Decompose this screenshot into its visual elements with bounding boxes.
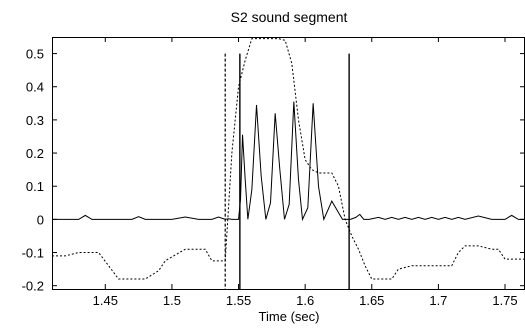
x-tick-label: 1.65 <box>359 293 384 308</box>
y-tick-label: 0.2 <box>26 146 44 161</box>
y-tick-label: -0.1 <box>22 246 44 261</box>
x-tick-label: 1.7 <box>429 293 447 308</box>
series-line-signal <box>52 101 525 222</box>
series-line-envelope <box>52 38 525 280</box>
y-tick-label: -0.2 <box>22 279 44 294</box>
x-tick-label: 1.5 <box>163 293 181 308</box>
y-tick-label: 0.3 <box>26 113 44 128</box>
y-tick-label: 0.1 <box>26 179 44 194</box>
x-tick-label: 1.55 <box>226 293 251 308</box>
x-tick-label: 1.6 <box>296 293 314 308</box>
series-group <box>52 38 525 280</box>
plot-frame <box>52 37 525 290</box>
x-tick-label: 1.75 <box>492 293 517 308</box>
chart-title: S2 sound segment <box>231 9 348 25</box>
x-axis-label: Time (sec) <box>259 309 320 324</box>
y-tick-label: 0.5 <box>26 47 44 62</box>
y-tick-label: 0.4 <box>26 80 44 95</box>
y-tick-label: 0 <box>37 212 44 227</box>
x-tick-label: 1.45 <box>93 293 118 308</box>
plot-area: 1.45 1.5 1.55 1.6 1.65 1.7 1.75 -0.2 -0.1 0 0.1 0.2… <box>22 37 525 308</box>
